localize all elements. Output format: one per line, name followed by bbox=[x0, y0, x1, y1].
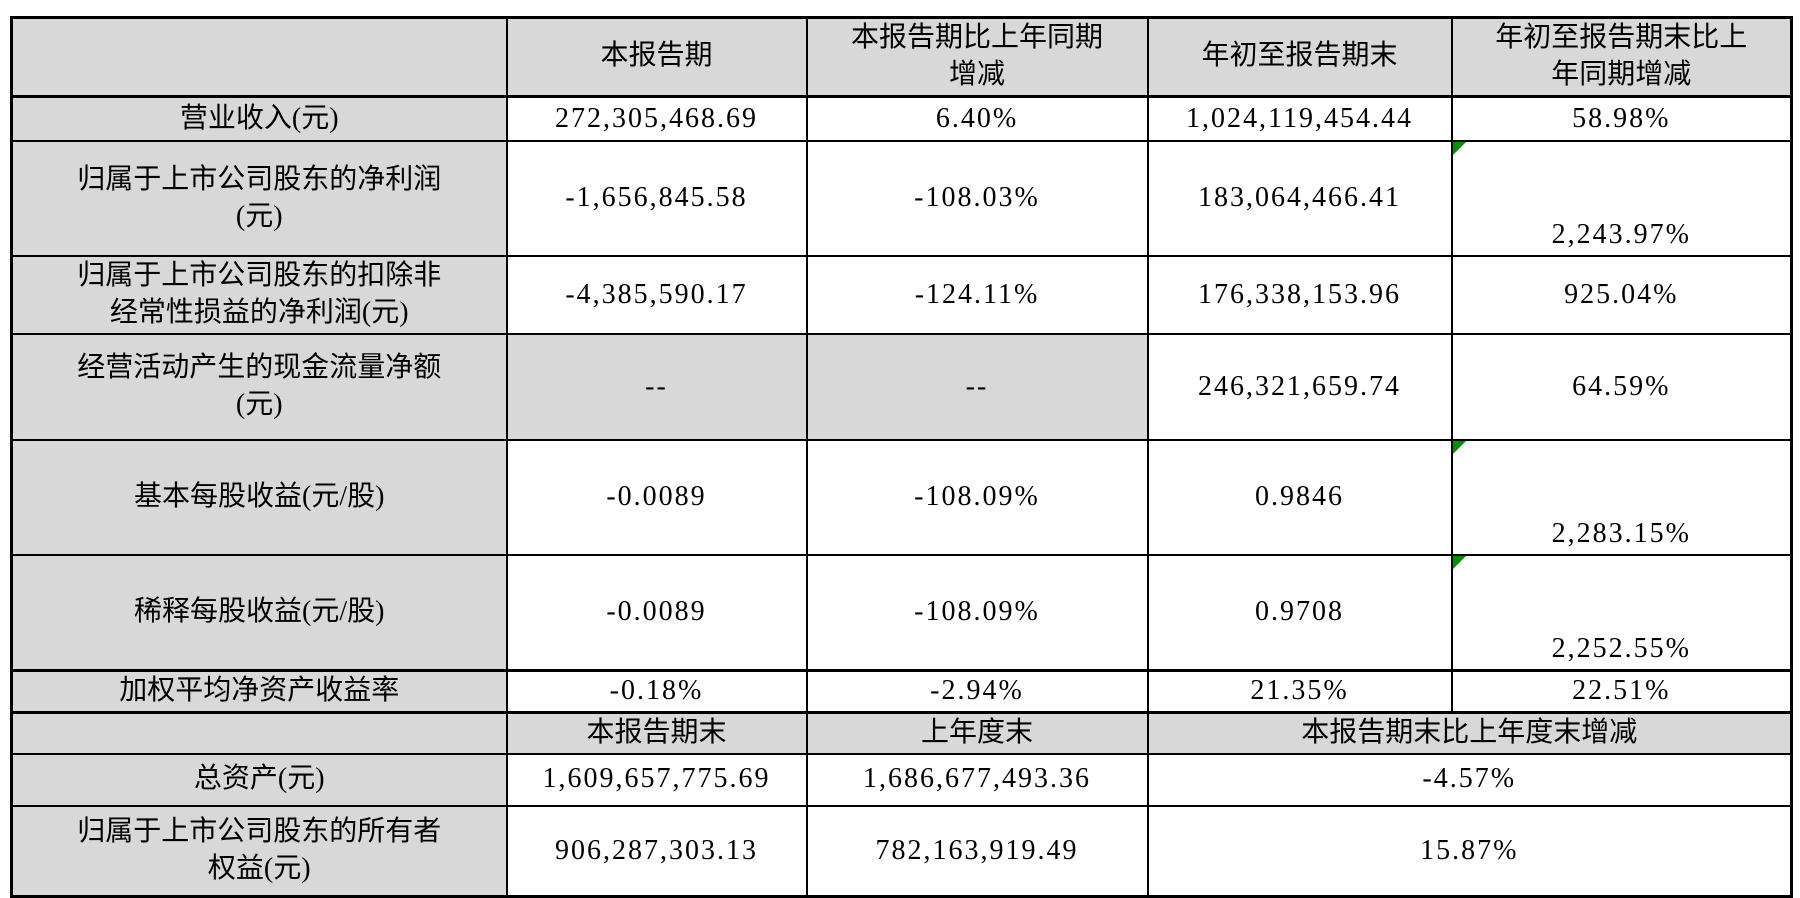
value-cell: -0.0089 bbox=[505, 439, 808, 557]
table-row: 归属于上市公司股东的净利润 (元) -1,656,845.58 -108.03%… bbox=[10, 140, 1793, 258]
table-row: 稀释每股收益(元/股) -0.0089 -108.09% 0.9708 2,25… bbox=[10, 554, 1793, 672]
header-end-vs-prior-end: 本报告期末比上年度末增减 bbox=[1146, 711, 1793, 755]
green-flag-icon bbox=[1453, 557, 1466, 570]
header-prior-year-end: 上年度末 bbox=[805, 711, 1149, 755]
value-cell: 21.35% bbox=[1146, 669, 1453, 714]
value-cell: 15.87% bbox=[1146, 804, 1793, 898]
value-cell: -4,385,590.17 bbox=[505, 255, 808, 336]
row-label-cell: 基本每股收益(元/股) bbox=[10, 439, 508, 557]
value-cell: -124.11% bbox=[805, 255, 1149, 336]
value-cell: 22.51% bbox=[1450, 669, 1793, 714]
value-cell: 183,064,466.41 bbox=[1146, 140, 1453, 258]
header-current-vs-prior: 本报告期比上年同期 增减 bbox=[805, 16, 1149, 98]
table-row: 经营活动产生的现金流量净额 (元) -- -- 246,321,659.74 6… bbox=[10, 333, 1793, 442]
table-row: 归属于上市公司股东的所有者 权益(元) 906,287,303.13 782,1… bbox=[10, 804, 1793, 898]
value-cell: 1,024,119,454.44 bbox=[1146, 95, 1453, 143]
row-label-cell: 稀释每股收益(元/股) bbox=[10, 554, 508, 672]
value-cell: 782,163,919.49 bbox=[805, 804, 1149, 898]
value-text: 2,283.15% bbox=[1551, 518, 1691, 550]
value-cell: 2,252.55% bbox=[1450, 554, 1793, 672]
value-cell: 1,686,677,493.36 bbox=[805, 752, 1149, 807]
value-cell: -0.0089 bbox=[505, 554, 808, 672]
header-row-1: 本报告期 本报告期比上年同期 增减 年初至报告期末 年初至报告期末比上 年同期增… bbox=[10, 16, 1793, 98]
header-corner-cell bbox=[10, 711, 508, 755]
row-label-cell: 经营活动产生的现金流量净额 (元) bbox=[10, 333, 508, 442]
green-flag-icon bbox=[1453, 143, 1466, 156]
value-cell: 906,287,303.13 bbox=[505, 804, 808, 898]
value-cell: -4.57% bbox=[1146, 752, 1793, 807]
table-row: 总资产(元) 1,609,657,775.69 1,686,677,493.36… bbox=[10, 752, 1793, 807]
value-cell: 246,321,659.74 bbox=[1146, 333, 1453, 442]
green-flag-icon bbox=[1453, 442, 1466, 455]
row-label-cell: 加权平均净资产收益率 bbox=[10, 669, 508, 714]
row-label-cell: 归属于上市公司股东的扣除非 经常性损益的净利润(元) bbox=[10, 255, 508, 336]
value-cell: -108.09% bbox=[805, 554, 1149, 672]
table-row: 归属于上市公司股东的扣除非 经常性损益的净利润(元) -4,385,590.17… bbox=[10, 255, 1793, 336]
value-cell: 58.98% bbox=[1450, 95, 1793, 143]
row-label-cell: 归属于上市公司股东的所有者 权益(元) bbox=[10, 804, 508, 898]
header-ytd: 年初至报告期末 bbox=[1146, 16, 1453, 98]
value-cell: 2,283.15% bbox=[1450, 439, 1793, 557]
table-row: 营业收入(元) 272,305,468.69 6.40% 1,024,119,4… bbox=[10, 95, 1793, 143]
value-cell: 1,609,657,775.69 bbox=[505, 752, 808, 807]
table-row: 加权平均净资产收益率 -0.18% -2.94% 21.35% 22.51% bbox=[10, 669, 1793, 714]
value-text: 2,252.55% bbox=[1551, 632, 1691, 664]
value-cell: 272,305,468.69 bbox=[505, 95, 808, 143]
value-cell: -0.18% bbox=[505, 669, 808, 714]
header-corner-cell bbox=[10, 16, 508, 98]
value-text: 2,243.97% bbox=[1551, 219, 1691, 251]
value-cell: -108.03% bbox=[805, 140, 1149, 258]
header-period-end: 本报告期末 bbox=[505, 711, 808, 755]
value-cell: -1,656,845.58 bbox=[505, 140, 808, 258]
value-cell: 176,338,153.96 bbox=[1146, 255, 1453, 336]
value-cell: 925.04% bbox=[1450, 255, 1793, 336]
row-label-cell: 营业收入(元) bbox=[10, 95, 508, 143]
value-cell: 0.9708 bbox=[1146, 554, 1453, 672]
value-cell: -108.09% bbox=[805, 439, 1149, 557]
header-ytd-vs-prior: 年初至报告期末比上 年同期增减 bbox=[1450, 16, 1793, 98]
value-cell: 2,243.97% bbox=[1450, 140, 1793, 258]
value-cell: 64.59% bbox=[1450, 333, 1793, 442]
value-cell: -- bbox=[805, 333, 1149, 442]
value-cell: 0.9846 bbox=[1146, 439, 1453, 557]
header-row-2: 本报告期末 上年度末 本报告期末比上年度末增减 bbox=[10, 711, 1793, 755]
financial-summary-table: 本报告期 本报告期比上年同期 增减 年初至报告期末 年初至报告期末比上 年同期增… bbox=[10, 16, 1793, 898]
row-label-cell: 归属于上市公司股东的净利润 (元) bbox=[10, 140, 508, 258]
header-current-period: 本报告期 bbox=[505, 16, 808, 98]
value-cell: -2.94% bbox=[805, 669, 1149, 714]
row-label-cell: 总资产(元) bbox=[10, 752, 508, 807]
value-cell: 6.40% bbox=[805, 95, 1149, 143]
value-cell: -- bbox=[505, 333, 808, 442]
table-row: 基本每股收益(元/股) -0.0089 -108.09% 0.9846 2,28… bbox=[10, 439, 1793, 557]
